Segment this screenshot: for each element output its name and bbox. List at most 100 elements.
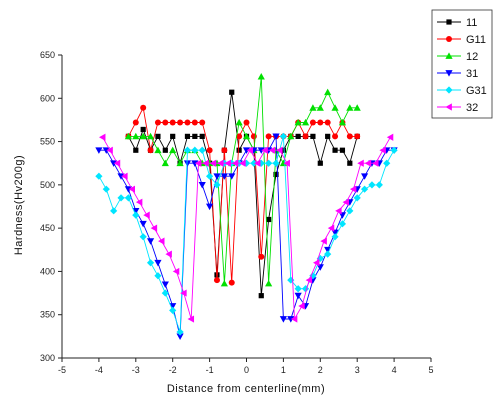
- x-axis-label: Distance from centerline(mm): [167, 383, 325, 395]
- x-tick-label: 5: [428, 365, 433, 375]
- data-point-12: [309, 104, 317, 111]
- data-point-G31: [183, 146, 192, 154]
- data-point-G11: [243, 119, 250, 126]
- data-point-31: [198, 181, 206, 189]
- data-point-31: [124, 186, 133, 193]
- data-point-32: [246, 146, 254, 154]
- y-tick-label: 650: [40, 50, 55, 60]
- data-point-11: [258, 293, 264, 299]
- data-point-12: [146, 132, 155, 140]
- data-point-G11: [184, 119, 191, 126]
- y-tick-label: 300: [40, 353, 55, 363]
- legend-marker: [445, 86, 453, 94]
- data-point-G31: [294, 285, 302, 293]
- data-point-11: [236, 147, 242, 153]
- data-point-G11: [132, 119, 139, 126]
- data-point-11: [229, 89, 235, 95]
- data-point-G31: [102, 185, 110, 193]
- x-tick-label: -5: [58, 365, 66, 375]
- legend-label: G11: [466, 34, 486, 46]
- data-point-32: [320, 237, 327, 245]
- series-G11: [125, 104, 361, 286]
- data-point-31: [110, 160, 118, 167]
- data-point-32: [135, 198, 143, 206]
- data-point-12: [287, 132, 295, 140]
- data-point-31: [242, 147, 251, 154]
- data-point-32: [379, 146, 386, 154]
- data-point-G31: [206, 172, 214, 180]
- data-point-G31: [117, 194, 125, 202]
- legend-item-11: 11: [437, 17, 477, 29]
- y-tick-label: 350: [40, 310, 55, 320]
- data-point-G31: [169, 306, 177, 314]
- data-point-G11: [332, 133, 339, 140]
- x-tick-label: -2: [169, 365, 177, 375]
- data-point-G31: [375, 181, 383, 189]
- data-point-31: [316, 264, 324, 271]
- data-point-G31: [301, 285, 310, 293]
- data-point-G11: [169, 119, 176, 126]
- data-point-G31: [110, 207, 118, 215]
- data-point-32: [106, 146, 113, 154]
- data-point-32: [386, 133, 394, 141]
- data-point-G11: [177, 119, 184, 126]
- data-point-31: [287, 316, 295, 323]
- data-point-G11: [154, 119, 161, 126]
- data-point-32: [239, 159, 246, 167]
- data-point-G31: [176, 328, 184, 336]
- data-point-11: [266, 216, 272, 223]
- data-point-32: [372, 159, 379, 167]
- data-point-32: [305, 276, 313, 284]
- y-axis-ticks: 300 350 400 450 500 550 600 650: [40, 50, 62, 363]
- data-point-11: [170, 133, 176, 139]
- data-point-11: [332, 147, 338, 153]
- data-point-32: [231, 159, 239, 167]
- y-tick-label: 550: [40, 137, 55, 147]
- data-point-31: [338, 212, 347, 219]
- data-point-G11: [302, 133, 309, 140]
- data-point-11: [325, 133, 331, 139]
- y-tick-label: 600: [40, 93, 55, 103]
- data-point-12: [346, 104, 354, 111]
- data-point-32: [224, 159, 231, 167]
- data-point-G11: [324, 119, 331, 126]
- data-point-12: [176, 159, 184, 167]
- data-point-31: [279, 316, 287, 323]
- legend-label: 11: [466, 17, 477, 29]
- data-point-11: [317, 160, 323, 166]
- data-point-G31: [265, 159, 273, 167]
- data-point-32: [290, 315, 298, 323]
- data-point-G11: [250, 133, 257, 140]
- data-point-G31: [324, 250, 332, 258]
- data-point-32: [283, 159, 290, 167]
- data-point-12: [331, 104, 339, 111]
- y-axis-label: Hardness(Hv200g): [13, 155, 25, 255]
- legend-item-G11: G11: [437, 34, 486, 46]
- data-point-11: [280, 147, 286, 153]
- data-point-11: [295, 133, 301, 139]
- data-point-31: [183, 160, 192, 167]
- data-point-12: [154, 146, 162, 154]
- data-point-G31: [213, 181, 221, 189]
- data-point-12: [132, 132, 140, 140]
- y-tick-label: 500: [40, 180, 55, 190]
- data-point-32: [143, 211, 150, 219]
- data-point-11: [155, 133, 161, 139]
- data-point-12: [124, 132, 133, 140]
- x-tick-label: -1: [206, 365, 214, 375]
- data-point-G31: [272, 159, 280, 167]
- legend-marker: [445, 52, 453, 59]
- data-point-31: [154, 259, 162, 267]
- legend-item-12: 12: [437, 51, 478, 63]
- data-point-11: [310, 133, 316, 139]
- data-point-11: [199, 133, 205, 139]
- data-point-G11: [162, 119, 169, 126]
- data-point-11: [339, 147, 346, 153]
- data-point-32: [113, 159, 121, 167]
- data-point-31: [294, 292, 302, 300]
- data-point-32: [165, 250, 172, 258]
- legend-item-32: 32: [437, 102, 478, 114]
- data-point-31: [117, 173, 125, 180]
- legend-marker: [446, 19, 452, 25]
